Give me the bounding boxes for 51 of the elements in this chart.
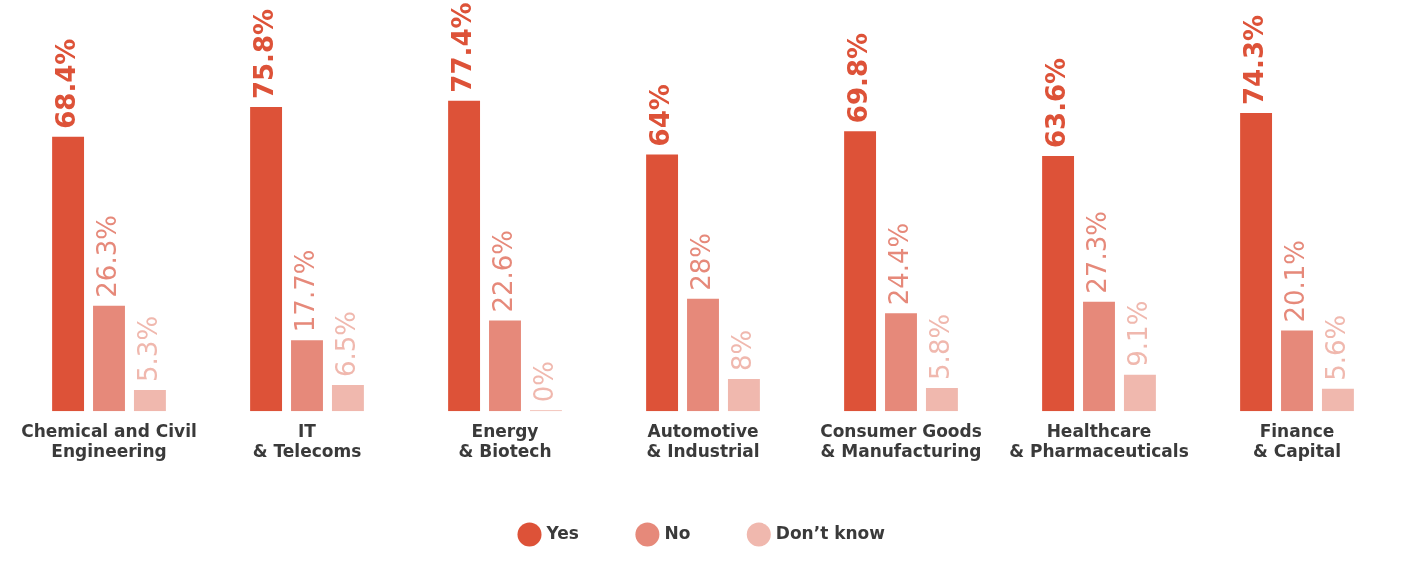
bar bbox=[448, 100, 481, 412]
data-label: 68.4% bbox=[50, 38, 81, 129]
bar bbox=[844, 131, 877, 412]
bar bbox=[646, 154, 679, 412]
bar bbox=[133, 389, 166, 412]
data-label: 0% bbox=[528, 360, 559, 403]
data-label: 9.1% bbox=[1122, 300, 1153, 367]
bar bbox=[52, 136, 85, 412]
data-label: 6.5% bbox=[330, 311, 361, 378]
data-label: 5.3% bbox=[132, 315, 163, 382]
data-label: 8% bbox=[726, 329, 757, 372]
bar bbox=[331, 385, 364, 412]
x-tick-label: IT & Telecoms bbox=[252, 420, 362, 462]
bar bbox=[1083, 301, 1115, 412]
bar bbox=[1042, 156, 1075, 412]
data-label: 26.3% bbox=[91, 215, 122, 298]
legend-label: Don’t know bbox=[775, 522, 886, 543]
bar bbox=[250, 107, 283, 412]
x-tick-label: Chemical and Civil Engineering bbox=[21, 420, 197, 462]
data-label: 69.8% bbox=[842, 32, 873, 124]
data-label: 17.7% bbox=[289, 249, 320, 333]
data-label: 20.1% bbox=[1279, 239, 1310, 323]
data-label: 27.3% bbox=[1081, 211, 1112, 294]
x-tick-label: Automotive & Industrial bbox=[646, 420, 760, 462]
data-label: 63.6% bbox=[1040, 57, 1071, 149]
data-label: 77.4% bbox=[446, 2, 477, 93]
bar bbox=[885, 313, 917, 412]
x-tick-label: Healthcare & Pharmaceuticals bbox=[1009, 420, 1189, 462]
data-label: 22.6% bbox=[487, 229, 518, 313]
bar bbox=[925, 387, 958, 412]
bar bbox=[687, 298, 719, 412]
bar bbox=[727, 379, 760, 412]
bar bbox=[489, 320, 521, 412]
data-label: 64% bbox=[644, 84, 675, 147]
x-tick-label: Consumer Goods & Manufacturing bbox=[820, 420, 982, 462]
data-label: 28% bbox=[685, 233, 716, 291]
bar bbox=[93, 305, 125, 412]
data-label: 24.4% bbox=[883, 222, 914, 306]
bar bbox=[1123, 374, 1156, 412]
bar bbox=[1240, 113, 1273, 412]
data-label: 74.3% bbox=[1238, 14, 1269, 106]
x-tick-label: Energy & Biotech bbox=[458, 420, 552, 462]
data-label: 5.6% bbox=[1320, 314, 1351, 381]
bar bbox=[291, 340, 323, 412]
data-label: 5.8% bbox=[924, 313, 955, 380]
legend-label: No bbox=[664, 522, 691, 543]
bar bbox=[1321, 388, 1354, 412]
legend-label: Yes bbox=[545, 522, 579, 543]
data-label: 75.8% bbox=[248, 8, 279, 100]
x-tick-label: Finance & Capital bbox=[1252, 420, 1342, 462]
bar bbox=[1281, 330, 1313, 412]
